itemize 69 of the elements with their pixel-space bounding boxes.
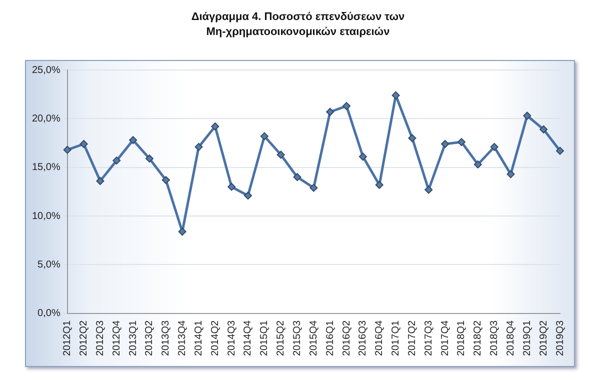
point: [540, 125, 548, 134]
chart-title: Διάγραμμα 4. Ποσοστό επενδύσεων των Μη-χρηματοοικονομικών εταιρειών: [190, 10, 406, 40]
x-tick-label: 2014Q2: [210, 320, 221, 356]
point: [260, 132, 268, 140]
x-tick-label: 2019Q1: [522, 320, 533, 356]
point: [457, 138, 466, 146]
y-tick-label: 20,0%: [32, 113, 60, 124]
point: [293, 173, 302, 182]
x-tick-label: 2013Q1: [128, 320, 139, 356]
point: [441, 140, 450, 148]
x-tick-label: 2017Q1: [390, 320, 402, 356]
point: [112, 156, 121, 165]
point: [145, 154, 154, 163]
x-tick-label: 2017Q3: [423, 320, 434, 356]
x-tick-label: 2014Q4: [242, 320, 254, 356]
x-tick-label: 2014Q3: [226, 320, 238, 356]
x-tick-label: 2012Q1: [62, 320, 74, 356]
point: [424, 186, 433, 194]
x-tick-label: 2012Q3: [94, 320, 106, 356]
y-tick-label: 5,0%: [38, 259, 60, 270]
point: [474, 160, 482, 168]
point: [276, 150, 285, 159]
x-tick-label: 2018Q3: [489, 320, 500, 356]
point: [523, 112, 532, 120]
y-tick-label: 25,0%: [32, 64, 60, 76]
y-tick-label: 10,0%: [32, 210, 60, 222]
x-tick-label: 2015Q4: [308, 320, 320, 356]
point: [80, 140, 88, 148]
x-tick-label: 2015Q2: [276, 320, 287, 356]
x-tick-label: 2016Q3: [358, 320, 369, 356]
x-tick-label: 2018Q4: [505, 320, 516, 356]
point: [408, 134, 416, 142]
x-tick-label: 2012Q4: [111, 320, 122, 356]
point: [506, 170, 515, 178]
x-tick-label: 2019Q2: [538, 320, 550, 356]
point: [96, 176, 104, 185]
point: [358, 152, 367, 161]
point: [162, 176, 170, 184]
point: [63, 146, 72, 154]
point: [556, 146, 564, 155]
x-tick-label: 2018Q1: [456, 320, 468, 356]
x-tick-label: 2014Q1: [193, 320, 204, 356]
x-tick-label: 2017Q2: [406, 320, 418, 356]
point: [342, 102, 351, 110]
x-tick-label: 2016Q4: [374, 320, 386, 356]
x-tick-label: 2016Q1: [324, 320, 336, 356]
point: [375, 180, 384, 189]
y-tick-label: 15,0%: [32, 162, 60, 174]
x-tick-label: 2012Q2: [78, 320, 90, 356]
point: [194, 142, 203, 151]
x-tick-label: 2016Q2: [341, 320, 352, 356]
y-tick-label: 0,0%: [38, 308, 60, 320]
point: [490, 142, 498, 151]
x-tick-label: 2015Q3: [292, 320, 304, 356]
x-tick-label: 2015Q1: [259, 320, 270, 356]
x-tick-label: 2013Q4: [177, 320, 188, 356]
point: [244, 192, 252, 200]
x-tick-label: 2018Q2: [472, 320, 484, 356]
x-tick-label: 2017Q4: [440, 320, 451, 356]
point: [129, 136, 138, 144]
point: [392, 91, 400, 100]
x-tick-label: 2013Q3: [160, 320, 172, 356]
point: [178, 228, 186, 236]
x-tick-label: 2013Q2: [144, 320, 156, 356]
point: [310, 184, 318, 192]
point: [326, 108, 334, 116]
x-tick-label: 2019Q3: [554, 320, 566, 356]
point: [228, 182, 236, 191]
point: [211, 122, 220, 130]
